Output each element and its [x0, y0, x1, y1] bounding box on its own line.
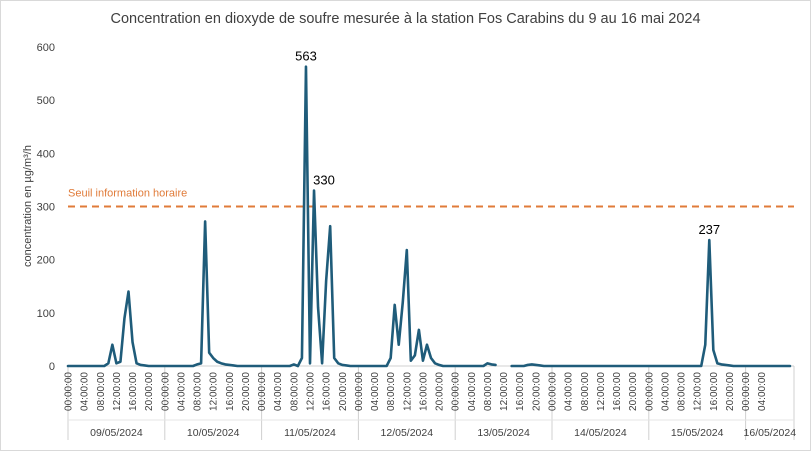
x-tick-label: 16:00:00 — [128, 372, 139, 411]
x-tick-label: 00:00:00 — [64, 372, 75, 411]
series-lines — [66, 65, 792, 368]
day-label: 10/05/2024 — [187, 427, 240, 439]
x-tick-label: 20:00:00 — [435, 372, 446, 411]
day-label: 13/05/2024 — [477, 427, 530, 439]
y-tick-label: 400 — [37, 148, 55, 160]
data-label: 563 — [295, 49, 317, 64]
day-label: 15/05/2024 — [671, 427, 724, 439]
x-tick-label: 08:00:00 — [386, 372, 397, 411]
x-tick-label: 08:00:00 — [193, 372, 204, 411]
data-label: 330 — [313, 173, 335, 188]
y-tick-label: 100 — [37, 308, 55, 320]
x-tick-label: 08:00:00 — [96, 372, 107, 411]
x-tick-label: 12:00:00 — [693, 372, 704, 411]
threshold-label: Seuil information horaire — [68, 188, 187, 200]
x-tick-label: 12:00:00 — [596, 372, 607, 411]
x-tick-label: 00:00:00 — [548, 372, 559, 411]
x-tick-label: 16:00:00 — [418, 372, 429, 411]
x-tick-label: 04:00:00 — [564, 372, 575, 411]
x-tick-label: 12:00:00 — [499, 372, 510, 411]
x-tick-label: 08:00:00 — [677, 372, 688, 411]
x-tick-label: 04:00:00 — [370, 372, 381, 411]
x-tick-label: 04:00:00 — [273, 372, 284, 411]
x-tick-label: 20:00:00 — [628, 372, 639, 411]
y-axis-ticks: 0 100 200 300 400 500 600 — [37, 42, 55, 373]
x-tick-label: 20:00:00 — [531, 372, 542, 411]
x-tick-label: 16:00:00 — [709, 372, 720, 411]
x-tick-label: 20:00:00 — [725, 372, 736, 411]
series-line — [66, 65, 497, 368]
x-tick-label: 12:00:00 — [402, 372, 413, 411]
x-tick-label: 00:00:00 — [354, 372, 365, 411]
day-label: 09/05/2024 — [90, 427, 143, 439]
x-axis-ticks: 00:00:00 04:00:00 08:00:00 12:00:00 16:00:00… — [64, 372, 769, 411]
x-tick-label: 04:00:00 — [467, 372, 478, 411]
y-tick-label: 600 — [37, 42, 55, 54]
x-tick-label: 04:00:00 — [757, 372, 768, 411]
day-label: 16/05/2024 — [744, 427, 797, 439]
x-tick-label: 16:00:00 — [322, 372, 333, 411]
x-tick-label: 20:00:00 — [241, 372, 252, 411]
x-tick-label: 16:00:00 — [225, 372, 236, 411]
x-tick-label: 00:00:00 — [741, 372, 752, 411]
x-tick-label: 16:00:00 — [612, 372, 623, 411]
x-tick-label: 08:00:00 — [483, 372, 494, 411]
y-tick-label: 500 — [37, 95, 55, 107]
data-label: 237 — [698, 222, 720, 237]
series-line — [510, 238, 792, 368]
y-tick-label: 300 — [37, 202, 55, 214]
x-tick-label: 00:00:00 — [451, 372, 462, 411]
x-tick-label: 04:00:00 — [660, 372, 671, 411]
day-label: 12/05/2024 — [381, 427, 434, 439]
y-tick-label: 0 — [49, 361, 55, 373]
x-tick-label: 12:00:00 — [209, 372, 220, 411]
x-tick-label: 20:00:00 — [144, 372, 155, 411]
x-tick-label: 00:00:00 — [644, 372, 655, 411]
data-labels: 563 330 237 — [295, 49, 720, 237]
x-axis-days: 09/05/2024 10/05/2024 11/05/2024 12/05/2024… — [90, 427, 796, 439]
x-tick-label: 00:00:00 — [160, 372, 171, 411]
day-label: 11/05/2024 — [284, 427, 336, 439]
x-tick-label: 20:00:00 — [338, 372, 349, 411]
x-tick-label: 16:00:00 — [515, 372, 526, 411]
x-tick-label: 04:00:00 — [80, 372, 91, 411]
x-tick-label: 00:00:00 — [257, 372, 268, 411]
x-tick-label: 12:00:00 — [112, 372, 123, 411]
y-tick-label: 200 — [37, 255, 55, 267]
day-label: 14/05/2024 — [574, 427, 627, 439]
x-tick-label: 08:00:00 — [580, 372, 591, 411]
x-tick-label: 12:00:00 — [306, 372, 317, 411]
x-tick-label: 04:00:00 — [176, 372, 187, 411]
chart-title: Concentration en dioxyde de soufre mesur… — [110, 11, 701, 27]
x-tick-label: 08:00:00 — [289, 372, 300, 411]
